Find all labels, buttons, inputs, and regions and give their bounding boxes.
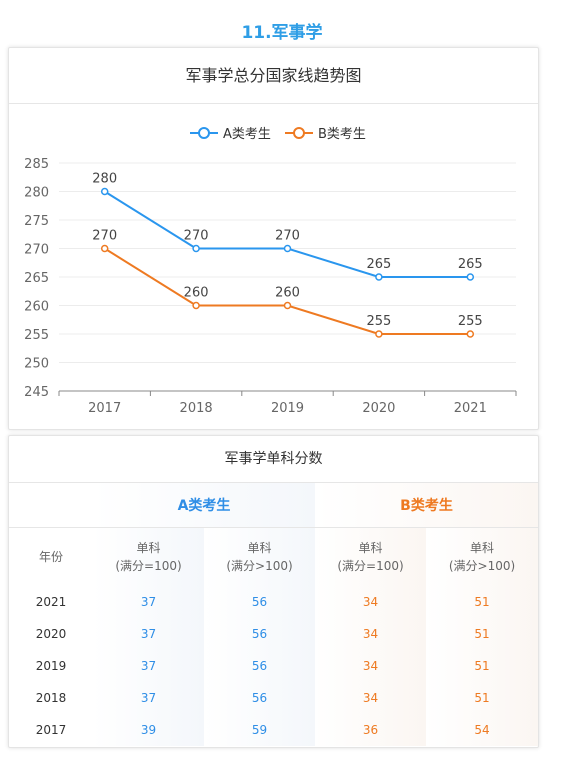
chart-title: 军事学总分国家线趋势图 bbox=[9, 48, 538, 104]
data-point bbox=[100, 244, 109, 253]
data-label: 255 bbox=[366, 314, 391, 329]
y-tick-label: 260 bbox=[24, 300, 49, 315]
data-label: 265 bbox=[366, 257, 391, 272]
table-title: 军事学单科分数 bbox=[9, 436, 538, 483]
cell-a1: 37 bbox=[93, 682, 204, 714]
data-label: 255 bbox=[458, 314, 483, 329]
y-tick-label: 265 bbox=[24, 271, 49, 286]
x-tick-label: 2019 bbox=[271, 401, 304, 416]
data-point bbox=[375, 273, 383, 281]
table-row: 2017 39 59 36 54 bbox=[9, 714, 539, 746]
cell-b1: 36 bbox=[315, 714, 426, 746]
y-tick-label: 255 bbox=[24, 328, 49, 343]
data-point bbox=[100, 187, 109, 196]
x-tick-label: 2018 bbox=[180, 401, 213, 416]
cell-a2: 56 bbox=[204, 682, 315, 714]
data-point bbox=[283, 244, 292, 253]
cell-b2: 51 bbox=[426, 682, 539, 714]
cell-b2: 51 bbox=[426, 650, 539, 682]
row-year: 2017 bbox=[35, 723, 67, 737]
row-year: 2018 bbox=[35, 691, 67, 705]
col-header-b2: 单科 (满分>100) bbox=[426, 527, 539, 586]
group-b-label: B类考生 bbox=[315, 483, 539, 528]
legend-label: A类考生 bbox=[223, 127, 271, 142]
group-a-label: A类考生 bbox=[93, 483, 315, 528]
col-header-a2: 单科 (满分>100) bbox=[204, 527, 315, 586]
legend-marker bbox=[293, 127, 305, 139]
x-tick-label: 2021 bbox=[454, 401, 487, 416]
data-point bbox=[466, 273, 475, 281]
y-tick-label: 250 bbox=[24, 357, 49, 372]
cell-b2: 51 bbox=[426, 618, 539, 650]
column-header-row: 年份 单科 (满分=100) 单科 (满分>100) 单科 (满分=100) 单科 (满… bbox=[9, 527, 539, 586]
table-row: 2021 37 56 34 51 bbox=[9, 586, 539, 618]
data-label: 260 bbox=[275, 286, 300, 301]
data-label: 260 bbox=[184, 286, 209, 301]
cell-b2: 54 bbox=[426, 714, 539, 746]
cell-b2: 51 bbox=[426, 586, 539, 618]
cell-b1: 34 bbox=[315, 618, 426, 650]
y-tick-label: 270 bbox=[24, 243, 49, 258]
cell-b1: 34 bbox=[315, 650, 426, 682]
data-label: 280 bbox=[92, 172, 117, 187]
row-year: 2021 bbox=[35, 595, 67, 609]
data-point bbox=[283, 301, 292, 310]
data-point bbox=[375, 330, 383, 338]
data-label: 270 bbox=[92, 229, 117, 244]
row-year: 2020 bbox=[35, 627, 67, 641]
year-header: 年份 bbox=[38, 550, 63, 564]
group-header-row: A类考生 B类考生 bbox=[9, 483, 539, 528]
table-row: 2018 37 56 34 51 bbox=[9, 682, 539, 714]
legend-label: B类考生 bbox=[318, 127, 366, 142]
cell-a1: 37 bbox=[93, 618, 204, 650]
data-label: 270 bbox=[184, 229, 209, 244]
section-title: 11.军事学 bbox=[241, 23, 323, 43]
data-point bbox=[192, 244, 200, 253]
cell-a1: 37 bbox=[93, 586, 204, 618]
score-table: A类考生 B类考生 年份 单科 (满分=100) 单科 (满分>100) 单科 (满分… bbox=[9, 483, 539, 746]
cell-a2: 59 bbox=[204, 714, 315, 746]
table-row: 2019 37 56 34 51 bbox=[9, 650, 539, 682]
col-header-b1: 单科 (满分=100) bbox=[315, 527, 426, 586]
score-table-card: 军事学单科分数 A类考生 B类考生 年份 单科 (满分=100) 单科 (满分>10… bbox=[8, 435, 539, 748]
y-tick-label: 285 bbox=[24, 157, 49, 172]
cell-a2: 56 bbox=[204, 650, 315, 682]
cell-b1: 34 bbox=[315, 682, 426, 714]
y-tick-label: 275 bbox=[24, 214, 49, 229]
cell-a2: 56 bbox=[204, 618, 315, 650]
y-tick-label: 245 bbox=[24, 385, 49, 400]
row-year: 2019 bbox=[35, 659, 67, 673]
table-row: 2020 37 56 34 51 bbox=[9, 618, 539, 650]
line-chart: 245 250 255 260 265 270 275 280 285 2017 2018 2019 2… bbox=[24, 127, 517, 416]
cell-b1: 34 bbox=[315, 586, 426, 618]
cell-a2: 56 bbox=[204, 586, 315, 618]
cell-a1: 37 bbox=[93, 650, 204, 682]
x-tick-label: 2020 bbox=[362, 401, 395, 416]
data-point bbox=[192, 301, 200, 310]
chart-card: 军事学总分国家线趋势图 245 250 255 260 265 270 275 280 285 2… bbox=[8, 47, 539, 430]
legend-marker bbox=[198, 127, 210, 139]
data-label: 265 bbox=[458, 257, 483, 272]
data-point bbox=[466, 330, 475, 338]
x-tick-label: 2017 bbox=[88, 401, 121, 416]
y-tick-label: 280 bbox=[24, 186, 49, 201]
data-label: 270 bbox=[275, 229, 300, 244]
cell-a1: 39 bbox=[93, 714, 204, 746]
col-header-a1: 单科 (满分=100) bbox=[93, 527, 204, 586]
